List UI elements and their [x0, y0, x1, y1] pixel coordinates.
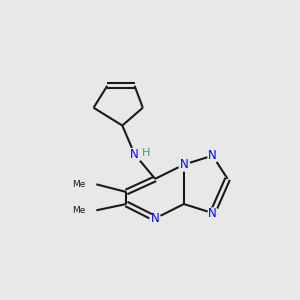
Text: N: N — [179, 158, 188, 171]
Text: N: N — [208, 206, 217, 220]
Text: N: N — [130, 148, 139, 161]
Text: Me: Me — [72, 206, 86, 215]
Text: N: N — [151, 212, 160, 225]
Text: N: N — [208, 149, 217, 162]
Text: H: H — [142, 148, 150, 158]
Text: Me: Me — [72, 180, 86, 189]
